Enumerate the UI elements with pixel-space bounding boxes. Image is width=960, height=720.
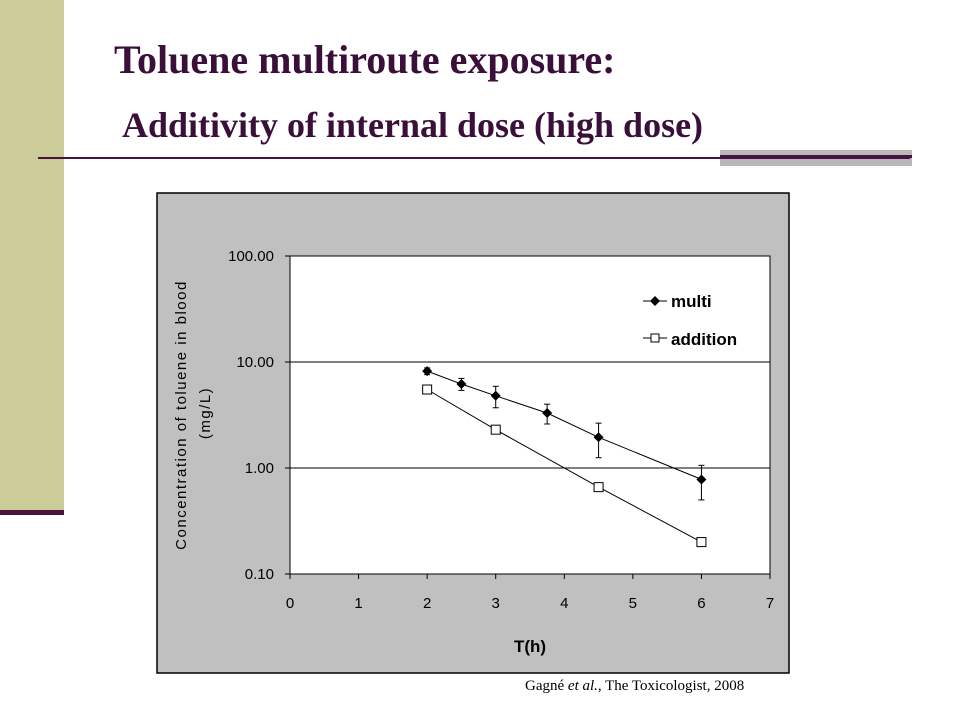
legend-addition-marker	[650, 333, 660, 343]
series-line-multi	[426, 370, 702, 480]
point-multi-0	[422, 366, 433, 377]
markers	[422, 366, 707, 548]
y-axis-title-line1: Concentration of toluene in blood	[173, 280, 190, 550]
x-axis-title: T(h)	[514, 637, 546, 656]
plot-area	[289, 255, 771, 575]
y-tick-labels: 100.00 10.00 1.00 0.10	[228, 248, 274, 583]
series-lines	[426, 370, 702, 543]
point-addition-3	[696, 537, 707, 548]
y-tick-label-1: 10.00	[236, 354, 274, 371]
point-multi-1	[456, 379, 467, 390]
y-axis-title-line2: (mg/L)	[197, 387, 214, 439]
slide-subtitle: Additivity of internal dose (high dose)	[122, 105, 704, 145]
x-tick-label-5: 5	[629, 595, 637, 612]
point-multi-2	[490, 390, 501, 401]
x-tick-label-6: 6	[697, 595, 705, 612]
y-tick-label-2: 1.00	[245, 460, 274, 477]
x-tick-label-0: 0	[286, 595, 294, 612]
title-rule	[38, 157, 910, 159]
citation-journal: , The Toxicologist, 2008	[597, 678, 745, 694]
point-multi-5	[696, 474, 707, 485]
citation-etal: et al.	[567, 678, 598, 694]
x-tick-label-4: 4	[560, 595, 568, 612]
legend-addition-label: addition	[671, 330, 737, 349]
x-tick-labels: 0 1 2 3 4 5 6 7	[286, 595, 774, 612]
x-tick-label-1: 1	[354, 595, 362, 612]
slide-title: Toluene multiroute exposure:	[114, 37, 616, 82]
side-band	[0, 0, 64, 510]
point-multi-3	[542, 408, 553, 419]
title-rule-accent	[720, 155, 912, 158]
side-band-accent	[0, 510, 64, 515]
point-addition-1	[490, 424, 501, 435]
y-tick-label-0: 100.00	[228, 248, 274, 265]
x-tick-label-7: 7	[766, 595, 774, 612]
citation-authors: Gagné	[525, 678, 565, 694]
point-addition-0	[422, 384, 433, 395]
point-addition-2	[593, 482, 604, 493]
point-multi-4	[593, 432, 604, 443]
citation: Gagné et al., The Toxicologist, 2008	[525, 678, 744, 695]
series-line-addition	[426, 389, 702, 543]
x-tick-label-2: 2	[423, 595, 431, 612]
legend: multi addition	[643, 292, 737, 349]
legend-multi-label: multi	[671, 292, 712, 311]
axes	[285, 255, 771, 579]
legend-multi-marker	[650, 296, 660, 306]
x-tick-label-3: 3	[492, 595, 500, 612]
y-tick-label-3: 0.10	[245, 566, 274, 583]
